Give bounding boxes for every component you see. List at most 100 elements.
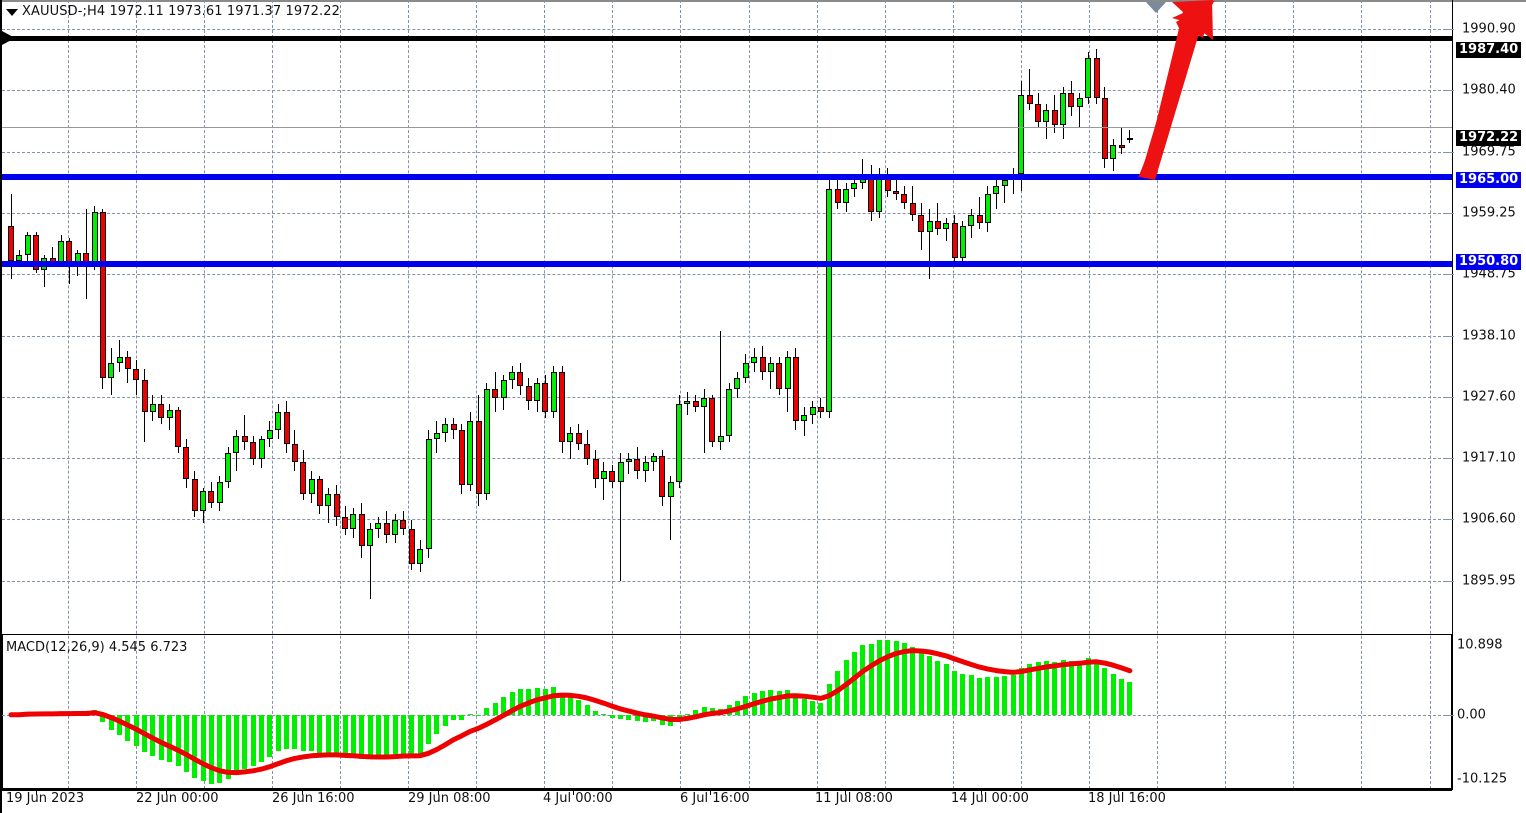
candle-bullish — [266, 429, 273, 439]
macd-histogram-bar — [309, 714, 315, 752]
macd-histogram-bar — [1052, 661, 1058, 715]
time-axis-tick — [710, 789, 711, 795]
price-tag-1987-40[interactable]: 1987.40 — [1456, 41, 1522, 58]
price-tag-1972-22[interactable]: 1972.22 — [1456, 129, 1522, 146]
candle-bearish — [1068, 92, 1075, 108]
gridline-horizontal — [2, 336, 1451, 338]
candle-bearish — [609, 470, 616, 483]
candle-bearish — [291, 444, 298, 462]
candle-bullish — [308, 479, 315, 494]
price-axis-tick — [1445, 336, 1454, 338]
macd-histogram-bar — [359, 714, 365, 760]
macd-histogram-bar — [868, 643, 874, 715]
macd-histogram-bar — [267, 714, 273, 758]
macd-histogram-bar — [175, 714, 181, 766]
macd-histogram-bar — [150, 714, 156, 756]
candle-bullish — [984, 194, 991, 224]
candle-bullish — [726, 389, 733, 436]
macd-histogram-bar — [576, 700, 582, 715]
candle-bearish — [1026, 95, 1033, 105]
macd-histogram-bar — [183, 714, 189, 772]
candle-bearish — [124, 357, 131, 369]
candle-bullish — [642, 461, 649, 471]
macd-histogram-bar — [718, 708, 724, 715]
candle-bearish — [918, 214, 925, 233]
macd-histogram-bar — [426, 714, 431, 744]
candle-wick — [704, 389, 705, 454]
price-tag-1950-80[interactable]: 1950.80 — [1456, 254, 1522, 271]
gridline-horizontal — [2, 90, 1451, 92]
candle-wick — [52, 246, 53, 268]
candle-bullish — [751, 357, 758, 364]
candle-bearish — [525, 386, 532, 401]
macd-histogram-bar — [943, 664, 949, 715]
macd-histogram-bar — [133, 714, 139, 746]
price-axis-separator — [1452, 0, 1453, 790]
symbol-dropdown-caret-icon[interactable] — [6, 9, 18, 16]
macd-histogram-bar — [501, 696, 507, 715]
time-axis-label: 4 Jul 00:00 — [543, 791, 613, 806]
macd-histogram-bar — [876, 640, 882, 715]
macd-histogram-bar — [534, 687, 540, 715]
macd-histogram-bar — [768, 689, 774, 715]
macd-histogram-bar — [451, 714, 457, 720]
macd-histogram-bar — [918, 652, 924, 715]
candle-wick — [653, 453, 654, 471]
price-axis-tick — [1445, 397, 1454, 399]
macd-histogram-bar — [66, 713, 72, 715]
time-axis-tick — [166, 789, 167, 795]
price-axis-tick — [1445, 274, 1454, 276]
macd-histogram-bar — [609, 714, 615, 719]
macd-axis-tick — [1445, 714, 1454, 716]
macd-histogram-bar — [1110, 673, 1116, 715]
time-axis-label: 11 Jul 08:00 — [815, 791, 893, 806]
macd-histogram-bar — [492, 702, 498, 715]
candle-bullish — [734, 377, 741, 390]
macd-histogram-bar — [167, 714, 173, 762]
macd-histogram-bar — [668, 714, 674, 726]
current-price-line — [2, 127, 1452, 128]
candle-bullish — [442, 424, 449, 433]
candle-bearish — [592, 459, 599, 480]
gridline-horizontal — [2, 213, 1451, 215]
candle-bullish — [767, 363, 774, 372]
resistance-line-1987[interactable] — [2, 36, 1452, 41]
macd-histogram-bar — [801, 698, 807, 715]
macd-histogram-bar — [250, 714, 256, 767]
candle-bullish — [108, 363, 115, 378]
candle-bullish — [1110, 144, 1117, 160]
macd-histogram-bar — [350, 714, 356, 757]
candle-bearish — [250, 441, 257, 459]
resistance-line-handle-icon[interactable] — [2, 31, 15, 45]
price-axis-label: 1927.60 — [1462, 389, 1516, 405]
macd-histogram-bar — [751, 692, 757, 715]
candle-bullish — [433, 432, 440, 439]
time-axis-label: 6 Jul 16:00 — [680, 791, 750, 806]
candle-bullish — [375, 522, 382, 529]
macd-histogram-bar — [400, 714, 406, 754]
macd-histogram-bar — [217, 714, 223, 783]
macd-histogram-bar — [835, 671, 841, 715]
price-axis-tick — [1445, 458, 1454, 460]
candle-bullish — [467, 421, 474, 486]
macd-histogram-bar — [584, 704, 590, 715]
macd-histogram-bar — [1018, 667, 1024, 715]
support-line-1965[interactable] — [2, 174, 1452, 180]
chart-title: XAUUSD-;H4 1972.11 1973.61 1971.37 1972.… — [22, 4, 340, 19]
candle-bearish — [1101, 98, 1108, 160]
gridline-vertical — [1429, 0, 1431, 789]
price-tag-1965-00[interactable]: 1965.00 — [1456, 171, 1522, 188]
gridline-horizontal — [2, 29, 1451, 31]
macd-histogram-bar — [325, 714, 331, 754]
support-line-1950[interactable] — [2, 261, 1452, 267]
gridline-vertical — [748, 0, 750, 789]
price-axis-label: 1895.95 — [1462, 573, 1516, 589]
macd-histogram-bar — [292, 714, 298, 749]
macd-histogram-bar — [83, 713, 89, 715]
candle-wick — [862, 159, 863, 189]
macd-histogram-bar — [1043, 660, 1049, 715]
macd-histogram-bar — [467, 713, 473, 715]
candle-bearish — [358, 514, 365, 547]
candle-bullish — [425, 438, 432, 550]
